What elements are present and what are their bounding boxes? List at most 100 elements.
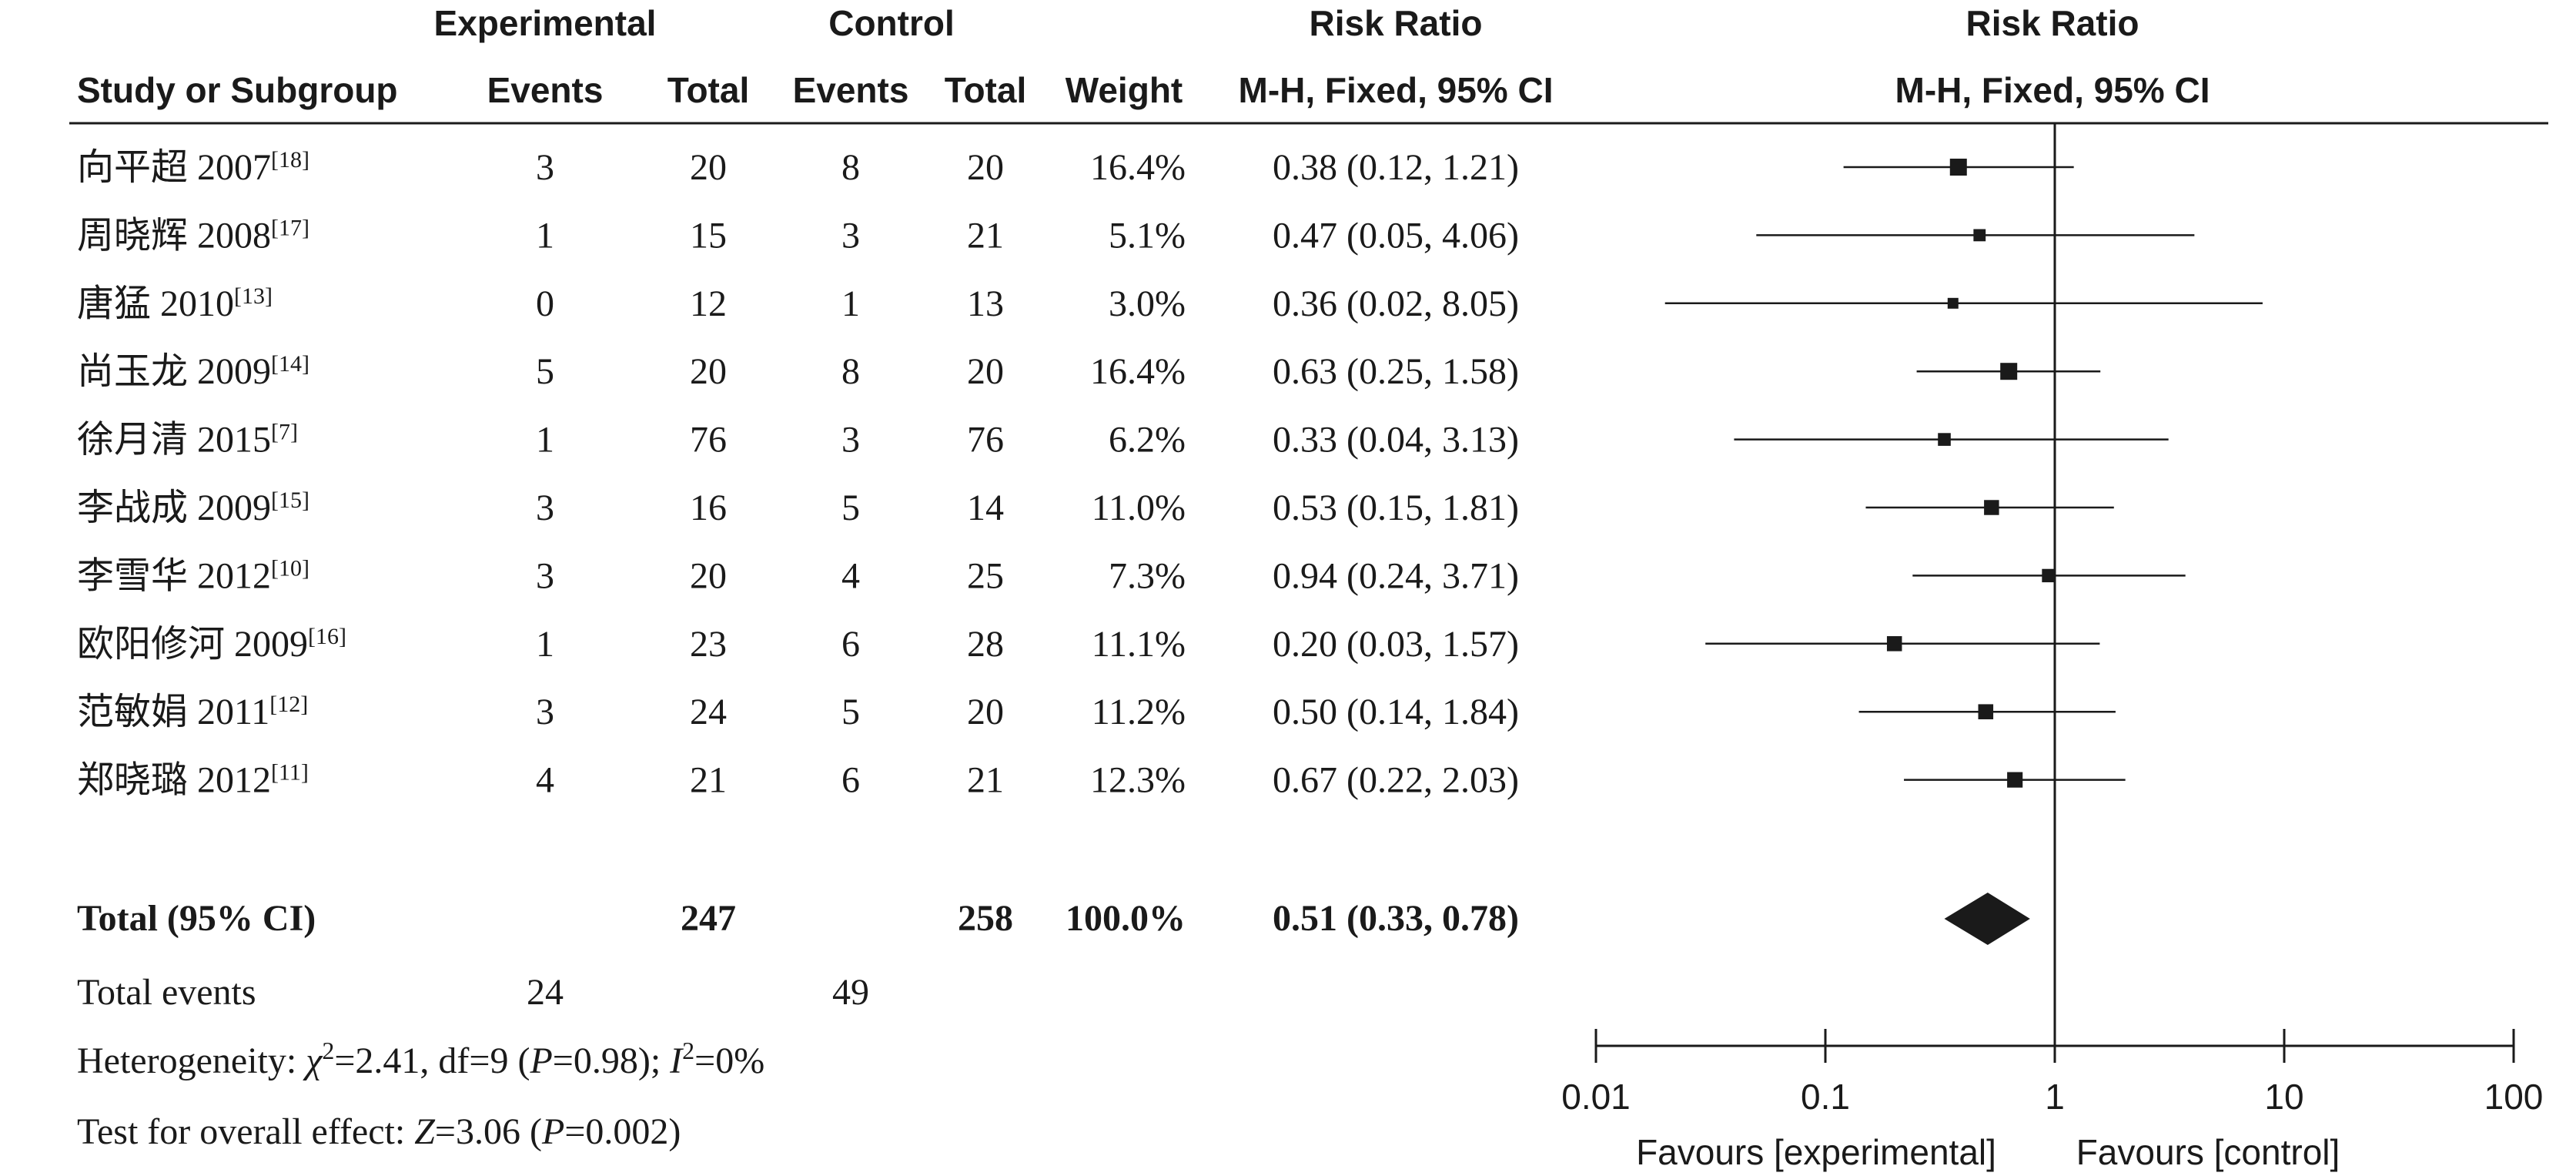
exp-total-cell: 76: [690, 420, 727, 461]
header-plot-title: Risk Ratio: [1966, 3, 2139, 43]
forest-plot: [1664, 123, 2263, 1046]
header-group-control: Control: [828, 3, 955, 43]
ctl-events-cell: 6: [841, 624, 860, 665]
point-estimate: [1886, 636, 1902, 652]
ctl-events-cell: 8: [841, 351, 860, 392]
ci-cell: 0.33 (0.04, 3.13): [1273, 420, 1519, 461]
weight-cell: 12.3%: [1090, 760, 1186, 801]
exp-total-cell: 16: [690, 487, 727, 528]
total-exp-total: 247: [681, 898, 736, 939]
study-name: 唐猛 2010[13]: [77, 283, 273, 324]
weight-cell: 7.3%: [1109, 555, 1186, 596]
table-row: 尚玉龙 2009[14] 5 20 8 20 16.4% 0.63 (0.25, 1.58): [77, 351, 1519, 393]
header-method: M-H, Fixed, 95% CI: [1239, 70, 1554, 110]
total-ci: 0.51 (0.33, 0.78): [1273, 898, 1519, 939]
weight-cell: 16.4%: [1090, 147, 1186, 188]
table-row: 欧阳修河 2009[16] 1 23 6 28 11.1% 0.20 (0.03, 1.57…: [77, 623, 1519, 665]
total-ctl-total: 258: [958, 898, 1013, 939]
study-name: 周晓辉 2008[17]: [77, 215, 309, 256]
header-ctl-total: Total: [945, 70, 1026, 110]
total-label: Total (95% CI): [77, 898, 316, 939]
total-events-label: Total events: [77, 972, 256, 1013]
exp-events-cell: 4: [536, 760, 554, 801]
header-exp-total: Total: [667, 70, 749, 110]
header-ctl-events: Events: [793, 70, 909, 110]
point-estimate: [1949, 159, 1967, 176]
study-name: 李战成 2009[15]: [77, 487, 309, 529]
exp-total-cell: 23: [690, 624, 727, 665]
exp-total-cell: 20: [690, 351, 727, 392]
point-estimate: [1938, 433, 1951, 446]
total-weight: 100.0%: [1066, 898, 1186, 939]
exp-events-cell: 3: [536, 147, 554, 188]
exp-total-cell: 20: [690, 147, 727, 188]
ci-cell: 0.36 (0.02, 8.05): [1273, 283, 1519, 324]
point-estimate: [2000, 363, 2018, 380]
x-axis: 0.01 0.1 1 10 100: [1561, 1029, 2543, 1117]
ctl-events-cell: 6: [841, 760, 860, 801]
weight-cell: 11.0%: [1092, 487, 1186, 528]
ci-cell: 0.47 (0.05, 4.06): [1273, 215, 1519, 256]
study-rows: 向平超 2007[18] 3 20 8 20 16.4% 0.38 (0.12, 1.21)…: [77, 147, 1519, 801]
axis-tick-label: 1: [2045, 1077, 2065, 1117]
header-plot-method: M-H, Fixed, 95% CI: [1895, 70, 2210, 110]
header-group-experimental: Experimental: [434, 3, 657, 43]
favours-control-label: Favours [control]: [2076, 1132, 2340, 1172]
ctl-total-cell: 14: [967, 487, 1004, 528]
ci-cell: 0.38 (0.12, 1.21): [1273, 147, 1519, 188]
exp-events-cell: 3: [536, 487, 554, 528]
exp-events-cell: 0: [536, 283, 554, 324]
point-estimate: [2042, 568, 2056, 583]
point-estimate: [1984, 500, 1999, 515]
axis-tick-label: 0.1: [1801, 1077, 1850, 1117]
axis-tick-label: 0.01: [1561, 1077, 1631, 1117]
exp-total-cell: 15: [690, 215, 727, 256]
study-name: 郑晓璐 2012[11]: [77, 759, 309, 801]
point-estimate: [1973, 229, 1986, 242]
table-row: 向平超 2007[18] 3 20 8 20 16.4% 0.38 (0.12, 1.21): [77, 147, 1519, 189]
ctl-total-cell: 25: [967, 555, 1004, 596]
exp-events-cell: 1: [536, 624, 554, 665]
ctl-events-cell: 1: [841, 283, 860, 324]
weight-cell: 6.2%: [1109, 420, 1186, 461]
axis-tick-label: 100: [2484, 1077, 2544, 1117]
axis-tick-label: 10: [2264, 1077, 2303, 1117]
table-row: 徐月清 2015[7] 1 76 3 76 6.2% 0.33 (0.04, 3.13): [77, 419, 1519, 461]
ci-cell: 0.20 (0.03, 1.57): [1273, 624, 1519, 665]
ctl-events-cell: 5: [841, 487, 860, 528]
study-name: 尚玉龙 2009[14]: [77, 351, 309, 393]
ci-cell: 0.63 (0.25, 1.58): [1273, 351, 1519, 392]
ctl-events-cell: 3: [841, 420, 860, 461]
table-row: 李雪华 2012[10] 3 20 4 25 7.3% 0.94 (0.24, 3.71): [77, 555, 1519, 597]
table-row: 李战成 2009[15] 3 16 5 14 11.0% 0.53 (0.15, 1.81): [77, 487, 1519, 529]
ctl-total-cell: 28: [967, 624, 1004, 665]
ctl-total-cell: 21: [967, 760, 1004, 801]
weight-cell: 11.2%: [1092, 692, 1186, 732]
weight-cell: 16.4%: [1090, 351, 1186, 392]
ctl-total-cell: 20: [967, 147, 1004, 188]
table-row: 唐猛 2010[13] 0 12 1 13 3.0% 0.36 (0.02, 8.05): [77, 283, 1519, 324]
exp-total-cell: 20: [690, 555, 727, 596]
table-row: 郑晓璐 2012[11] 4 21 6 21 12.3% 0.67 (0.22, 2.03): [77, 759, 1519, 801]
ci-cell: 0.67 (0.22, 2.03): [1273, 760, 1519, 801]
study-name: 徐月清 2015[7]: [77, 419, 298, 461]
header-group-risk-ratio: Risk Ratio: [1310, 3, 1483, 43]
study-name: 李雪华 2012[10]: [77, 555, 309, 597]
ctl-events-cell: 4: [841, 555, 860, 596]
study-name: 欧阳修河 2009[16]: [77, 623, 346, 665]
total-events-exp: 24: [527, 972, 564, 1013]
weight-cell: 3.0%: [1109, 283, 1186, 324]
ctl-total-cell: 21: [967, 215, 1004, 256]
exp-total-cell: 21: [690, 760, 727, 801]
header-exp-events: Events: [487, 70, 604, 110]
point-estimate: [2007, 772, 2023, 788]
ctl-total-cell: 20: [967, 351, 1004, 392]
ci-cell: 0.53 (0.15, 1.81): [1273, 487, 1519, 528]
ctl-total-cell: 20: [967, 692, 1004, 732]
ctl-total-cell: 76: [967, 420, 1004, 461]
ctl-events-cell: 8: [841, 147, 860, 188]
weight-cell: 5.1%: [1109, 215, 1186, 256]
exp-events-cell: 3: [536, 692, 554, 732]
ctl-events-cell: 3: [841, 215, 860, 256]
